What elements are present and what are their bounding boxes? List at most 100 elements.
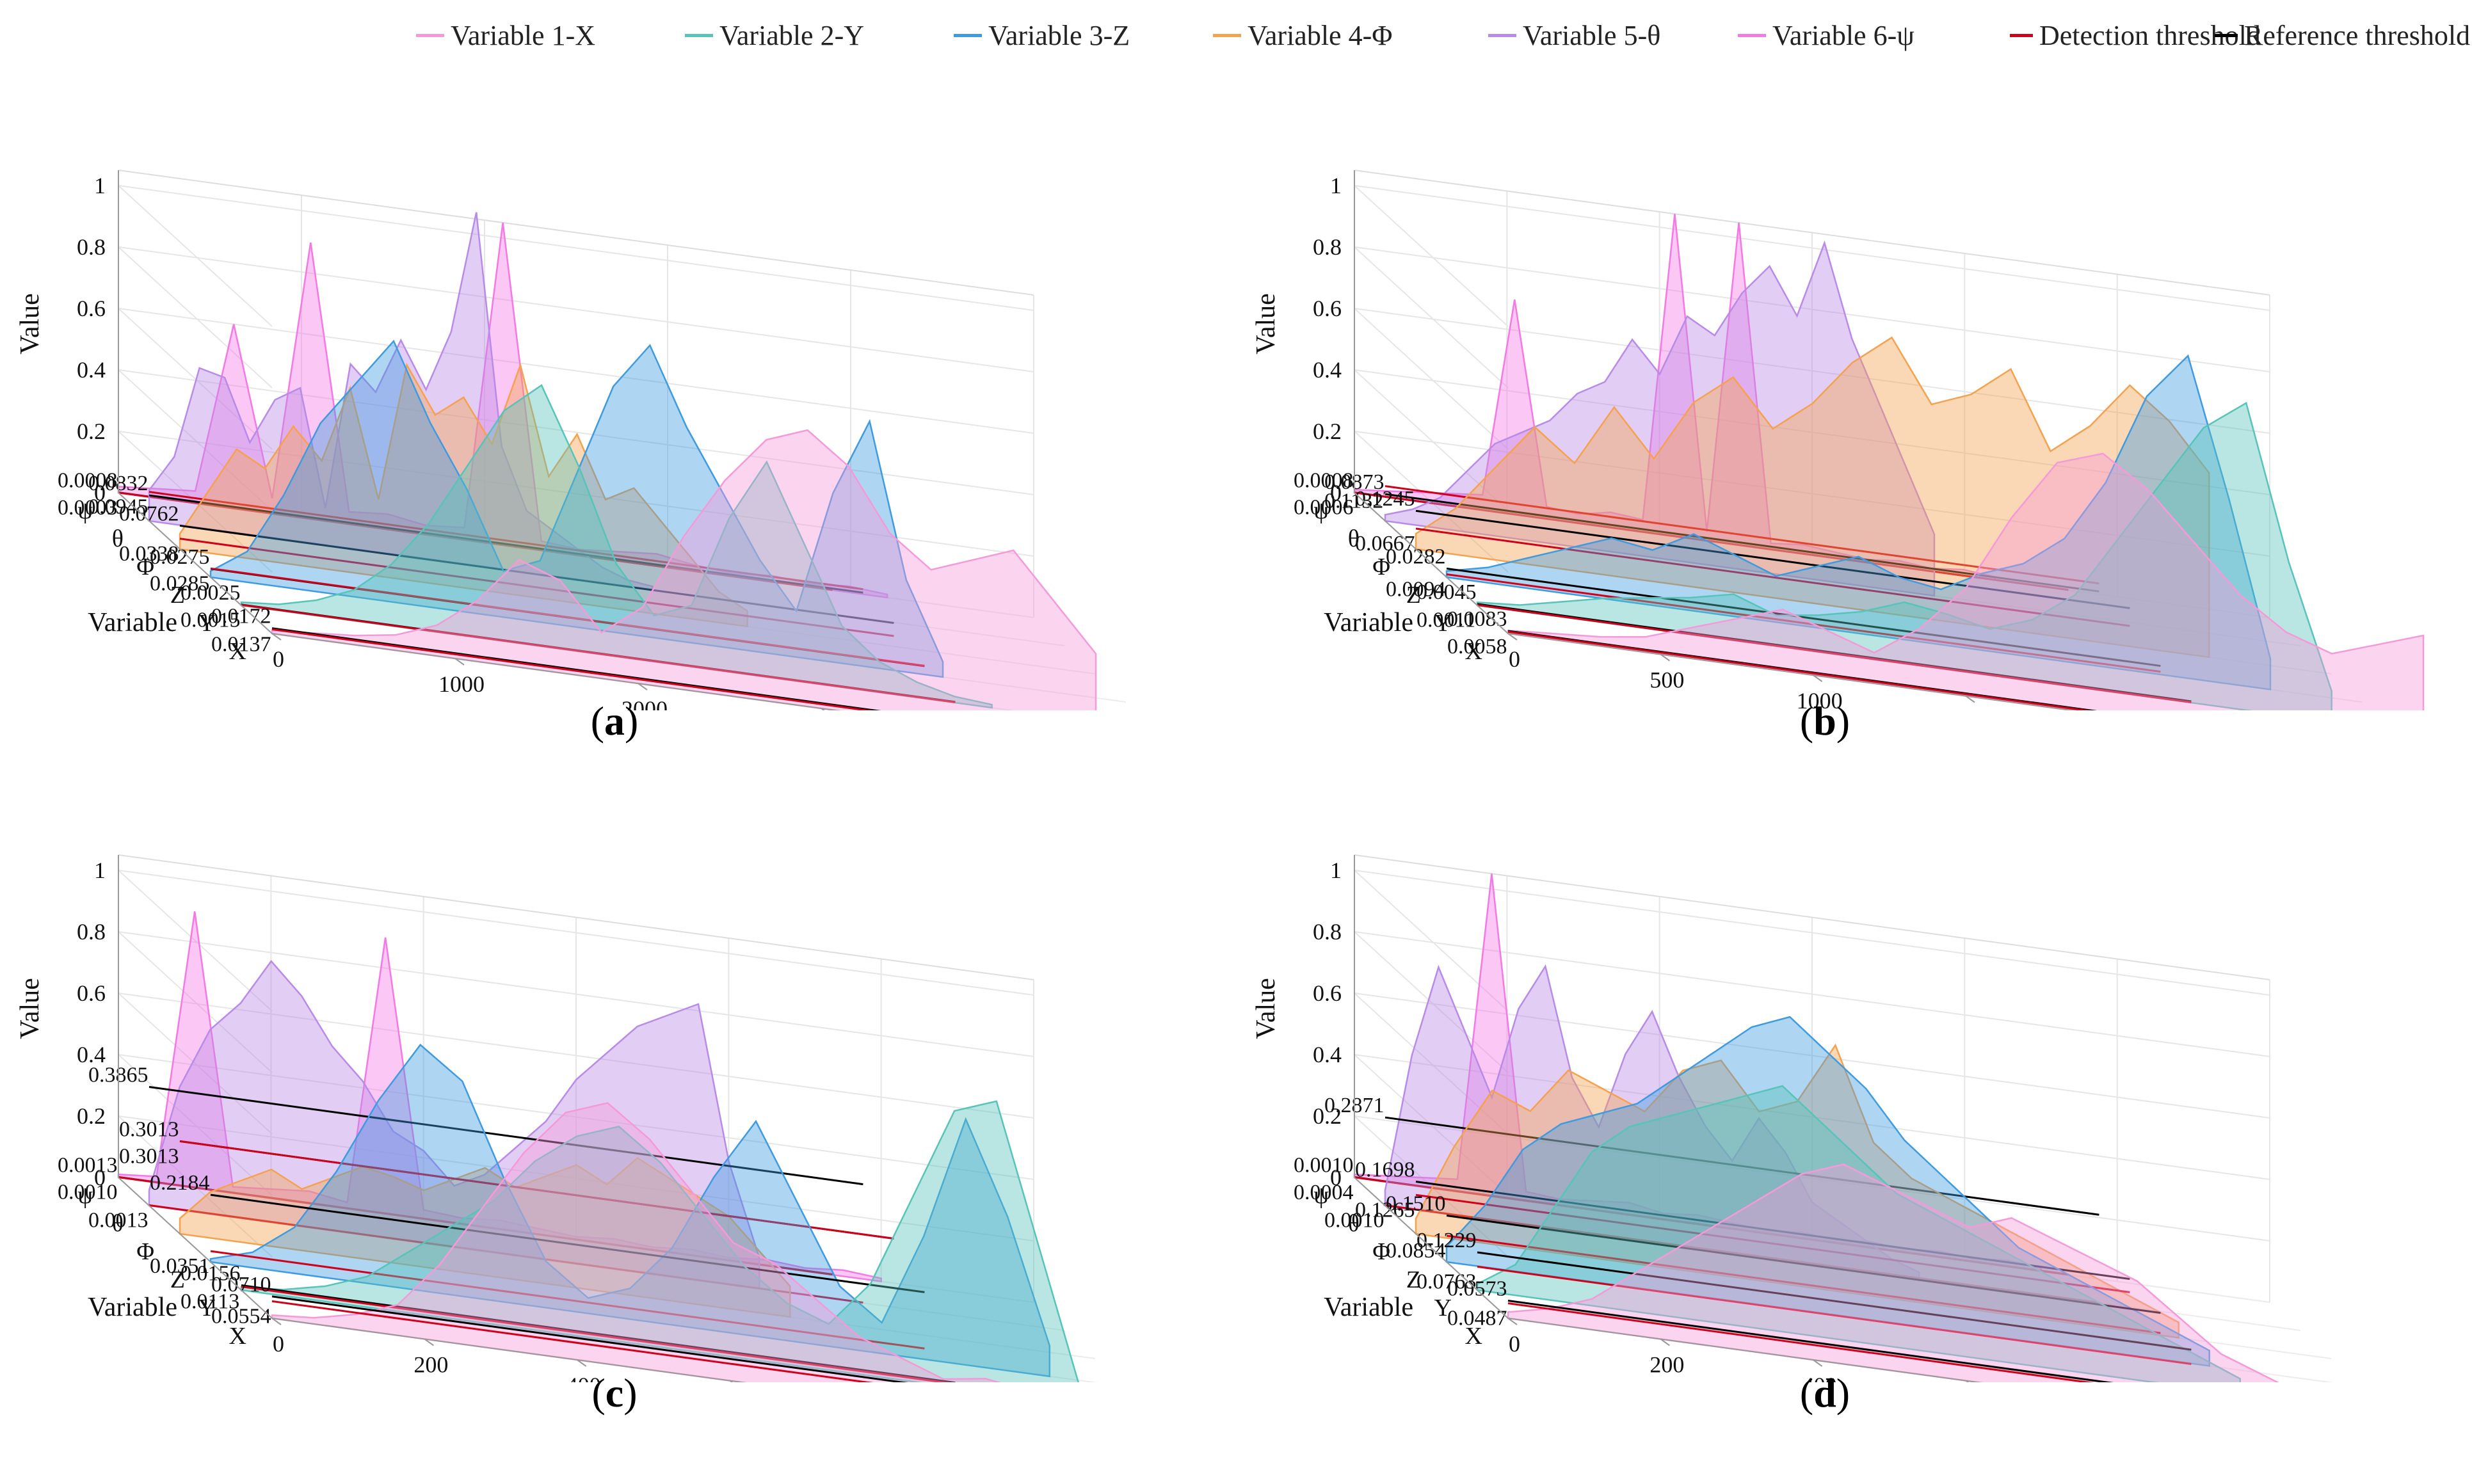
legend-item: Variable 1-X	[416, 6, 595, 64]
legend-item: Variable 4-Φ	[1213, 6, 1392, 64]
frame-tick	[1965, 1380, 1970, 1382]
frame-tick	[729, 1380, 734, 1382]
series-area	[209, 1043, 1051, 1378]
series-area	[1445, 1016, 2210, 1367]
legend-swatch	[2215, 33, 2238, 37]
detection-value: 0.1132	[1324, 490, 1383, 513]
value-tick-label: 0.4	[77, 357, 106, 383]
reference-value: 0.0083	[1447, 607, 1507, 631]
reference-threshold	[1415, 1181, 2130, 1281]
variable-axis	[118, 1177, 273, 1319]
panel-label-c: (c)	[591, 1370, 638, 1416]
reference-value: 0.0762	[119, 502, 179, 525]
value-tick-label: 1	[94, 173, 106, 198]
reference-threshold	[179, 524, 894, 625]
variable-tick-label: Y	[1434, 1295, 1452, 1321]
frame-tick-label: 500	[1649, 667, 1684, 693]
frame-tick-label: 1000	[438, 671, 485, 697]
reference-threshold	[1384, 493, 2099, 593]
series-area	[1476, 1085, 2241, 1382]
reference-value: 0.1229	[1417, 1229, 1477, 1252]
frame-tick-label: 400	[1802, 1373, 1837, 1382]
reference-value: 0.0013	[58, 1153, 118, 1177]
frame-tick	[1660, 653, 1670, 662]
legend-item: Variable 6-ψ	[1738, 6, 1914, 64]
gridline	[1354, 308, 1509, 450]
detection-threshold	[210, 1250, 925, 1350]
detection-threshold	[1446, 573, 2161, 673]
series-variable-4-: 0.0762 0.0338	[119, 362, 894, 637]
detection-threshold	[179, 538, 894, 637]
series-area	[179, 1156, 791, 1318]
axes: 00.20.40.60.81010002000300040005000ψθΦZY…	[15, 170, 840, 710]
variable-tick-label: Φ	[1372, 1238, 1390, 1265]
frame-tick-label: 2000	[622, 696, 668, 710]
gridline	[118, 993, 273, 1135]
legend-item: Variable 5-θ	[1488, 6, 1660, 64]
series-area	[271, 1102, 1001, 1382]
gridline	[118, 993, 1034, 1119]
detection-threshold	[148, 1204, 863, 1304]
detection-threshold	[271, 1300, 874, 1382]
value-tick-label: 0.2	[1313, 419, 1342, 444]
value-axis-title: Value	[1251, 978, 1281, 1039]
variable-tick-label: ψ	[77, 497, 93, 524]
reference-value: 0.0008	[58, 469, 118, 493]
reference-value: 0.1698	[1355, 1158, 1415, 1181]
reference-value: 0.0010	[1294, 1154, 1354, 1177]
legend-label: Variable 5-θ	[1523, 19, 1661, 51]
panel-label-a: (a)	[590, 698, 639, 744]
legend-label: Variable 4-Φ	[1248, 19, 1393, 51]
frame-tick	[271, 1318, 282, 1325]
reference-threshold	[1507, 1300, 2114, 1382]
detection-threshold	[1354, 491, 2069, 591]
frame-tick-label: 200	[1649, 1352, 1684, 1378]
chart-c-svg: 0.00130.00100.38650.00130.30130.30130.21…	[15, 854, 1098, 1382]
gridline	[118, 308, 1034, 434]
reference-threshold	[148, 1085, 863, 1186]
detection-value: 0.0113	[181, 1290, 239, 1314]
chart-panel-b: 0.0008 0.0006 0.0873 0.1132 0.1245 0.0667 0.02…	[1236, 70, 2472, 799]
variable-tick-label: X	[1465, 638, 1482, 665]
detection-value: 0.0015	[181, 608, 241, 632]
frame-tick	[821, 708, 825, 710]
gridline	[1354, 931, 1509, 1073]
reference-threshold	[1415, 509, 2130, 609]
reference-threshold	[1446, 567, 2161, 667]
frame-tick	[1507, 1318, 1518, 1325]
gridline	[118, 1054, 1034, 1180]
variable-tick-label: Z	[1406, 1266, 1421, 1293]
variable-axis	[1354, 492, 1509, 634]
series-area	[1415, 1043, 2179, 1339]
value-tick-label: 1	[1330, 173, 1342, 198]
detection-threshold	[1507, 1302, 2094, 1382]
frame-tick	[1965, 695, 1975, 703]
chart-panel-c: 0.0013 0.0010 0.3865 0.0013 0.3013 0.3013 0.21…	[0, 755, 1236, 1484]
panel-label-d: (d)	[1799, 1370, 1850, 1416]
detection-value: 0.0667	[1355, 532, 1415, 555]
detection-threshold	[1384, 1204, 2099, 1304]
detection-value: 0.0010	[1324, 1209, 1384, 1233]
legend-item: Reference threshold	[2215, 6, 2470, 64]
value-tick-label: 0.8	[1313, 234, 1342, 260]
value-axis-title: Value	[1251, 293, 1281, 355]
gridline	[118, 1115, 1034, 1241]
detection-value: 0.0011	[1417, 608, 1475, 632]
gridline	[118, 870, 1034, 996]
detection-threshold	[1477, 1265, 2192, 1365]
gridline	[118, 246, 273, 388]
detection-value: 0.0137	[211, 632, 271, 656]
variable-axis-title: Variable	[88, 608, 177, 637]
reference-threshold	[1477, 1251, 2192, 1351]
detection-threshold	[271, 628, 874, 710]
detection-threshold	[210, 567, 925, 667]
gridline	[1354, 246, 2270, 372]
gridline	[118, 369, 273, 511]
detection-value: 0.1265	[1355, 1198, 1415, 1222]
value-tick-label: 0.4	[1313, 357, 1342, 383]
gridline	[1354, 1115, 1509, 1257]
series-variable-1-x: 0.0573 0.0487	[1447, 1163, 2279, 1382]
gridline	[1354, 308, 2270, 434]
